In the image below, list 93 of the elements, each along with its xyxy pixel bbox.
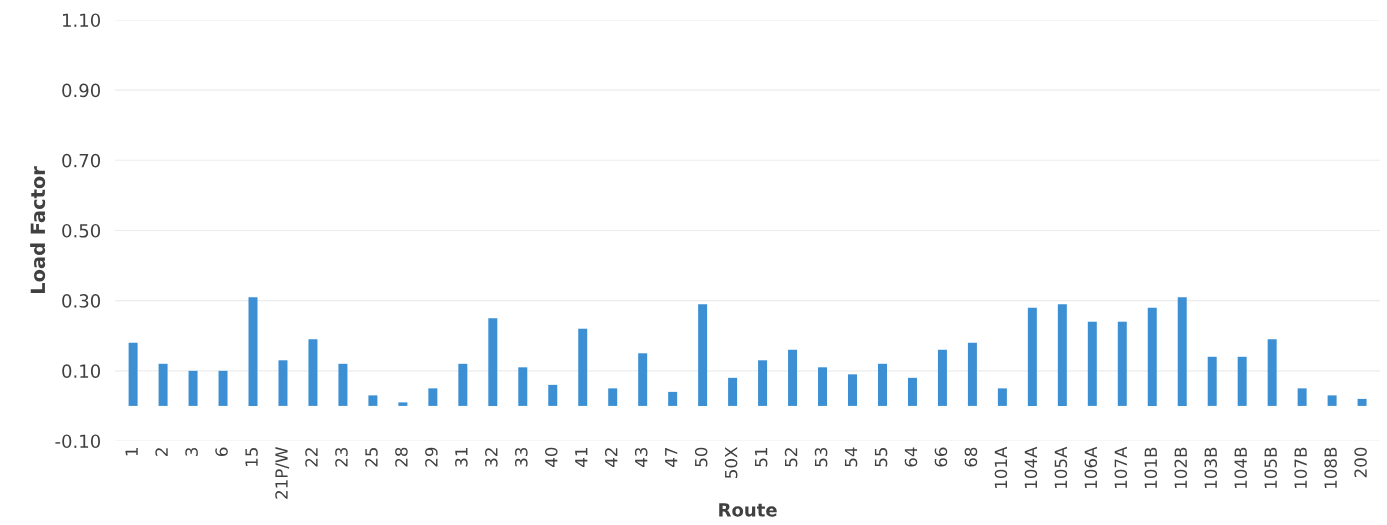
x-tick-label: 101A (994, 446, 1008, 488)
bar (278, 360, 288, 406)
bar (1327, 395, 1337, 406)
x-tick-label: 54 (844, 447, 858, 467)
x-tick-label: 107B (1294, 447, 1307, 488)
x-tick-label: 68 (964, 447, 978, 467)
bar (1087, 321, 1097, 406)
bar (368, 395, 378, 406)
x-tick-label: 25 (365, 448, 378, 467)
x-tick-label: 3 (185, 447, 198, 456)
bar (398, 402, 408, 406)
y-tick-label: 0.10 (62, 364, 101, 378)
bar (128, 342, 138, 406)
x-tick-label: 15 (245, 448, 258, 466)
x-tick-label: 29 (425, 447, 438, 467)
y-tick-label: 0.30 (62, 294, 101, 308)
x-tick-label: 41 (575, 448, 588, 467)
bar (188, 370, 198, 406)
y-tick-label: -0.10 (55, 434, 101, 449)
bar (937, 349, 947, 406)
bar (1237, 356, 1247, 406)
bar (158, 363, 168, 406)
x-tick-label: 52 (784, 448, 798, 467)
x-tick-label: 50 (694, 447, 708, 467)
bar (758, 360, 768, 406)
bar (1027, 307, 1037, 406)
x-tick-label: 42 (604, 448, 618, 467)
bar (1357, 398, 1367, 406)
x-tick-label: 53 (814, 447, 828, 467)
bar (458, 363, 468, 406)
bar (1057, 304, 1067, 406)
bar (1207, 356, 1217, 406)
x-tick-label: 31 (455, 448, 468, 467)
x-tick-label: 6 (215, 447, 228, 456)
bar (578, 328, 588, 406)
bar (698, 304, 708, 406)
x-tick-label: 64 (904, 447, 918, 467)
x-tick-label: 55 (874, 448, 888, 467)
x-axis-title: Route (719, 503, 777, 517)
x-tick-label: 28 (395, 447, 408, 467)
bar (1117, 321, 1127, 406)
x-tick-label: 105B (1264, 447, 1277, 488)
bar (967, 342, 977, 406)
x-tick-label: 40 (544, 447, 558, 467)
x-tick-label: 106A (1084, 446, 1098, 488)
x-tick-label: 21P/W (275, 447, 290, 499)
x-tick-label: 107A (1114, 446, 1128, 488)
y-tick-label: 0.90 (62, 83, 101, 98)
bar (428, 388, 438, 406)
bar (1297, 388, 1307, 406)
x-tick-label: 32 (485, 448, 498, 467)
x-tick-label: 101B (1144, 447, 1158, 488)
bar (518, 367, 528, 406)
x-tick-label: 43 (634, 447, 648, 467)
x-tick-label: 200 (1354, 447, 1367, 478)
x-tick-label: 1 (125, 448, 138, 456)
bar (548, 384, 558, 406)
bar (848, 374, 857, 406)
x-tick-label: 50X (724, 447, 738, 478)
y-tick-label: 0.50 (62, 223, 101, 238)
bar (338, 363, 348, 406)
bar (218, 370, 228, 406)
y-axis-title: Load Factor (30, 166, 46, 293)
bar (728, 377, 738, 406)
bar (788, 349, 798, 406)
y-tick-label: 0.70 (62, 153, 101, 168)
bar (907, 377, 917, 406)
bar (1147, 307, 1157, 406)
bar (638, 353, 648, 406)
x-tick-label: 102B (1174, 447, 1188, 488)
bar (1177, 297, 1187, 406)
bar (308, 339, 318, 406)
y-tick-label: 1.10 (63, 13, 101, 28)
bar (248, 297, 258, 406)
x-tick-label: 104A (1024, 446, 1038, 488)
x-tick-label: 51 (755, 448, 768, 467)
x-tick-label: 33 (515, 447, 528, 467)
x-tick-label: 47 (665, 447, 678, 467)
x-tick-label: 103B (1204, 447, 1218, 488)
x-tick-label: 22 (305, 448, 318, 467)
x-tick-label: 66 (934, 447, 948, 467)
x-tick-label: 2 (155, 448, 168, 456)
x-tick-label: 108B (1324, 447, 1337, 488)
bar (818, 367, 828, 406)
bar (668, 391, 678, 406)
bar (1267, 339, 1277, 406)
bar (488, 318, 498, 406)
bar (608, 388, 618, 406)
x-tick-label: 105A (1054, 446, 1068, 488)
bar (877, 363, 887, 406)
x-tick-label: 104B (1234, 447, 1248, 488)
x-tick-label: 23 (335, 447, 348, 467)
bar (997, 388, 1007, 406)
